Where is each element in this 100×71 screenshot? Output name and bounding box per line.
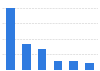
- Bar: [22, 44, 31, 70]
- Bar: [69, 61, 78, 70]
- Bar: [6, 8, 15, 70]
- Bar: [54, 61, 62, 70]
- Bar: [85, 63, 94, 70]
- Bar: [38, 49, 46, 70]
